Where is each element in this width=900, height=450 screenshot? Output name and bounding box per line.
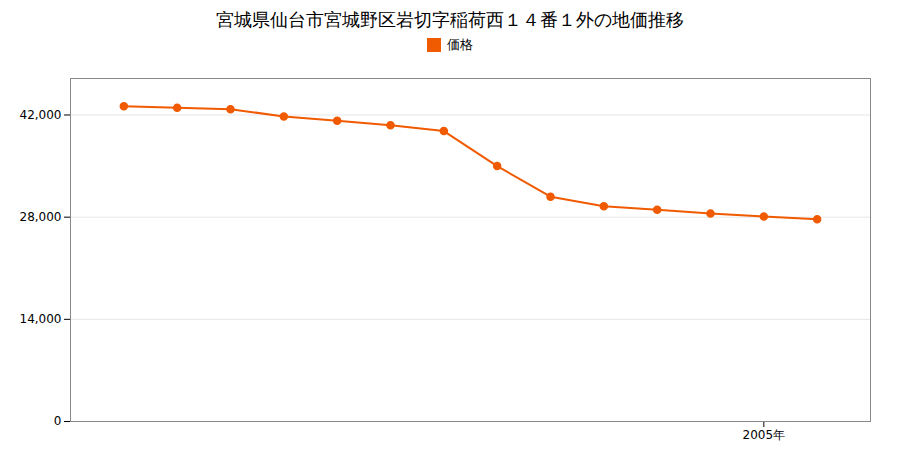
svg-text:14,000: 14,000 <box>20 312 62 326</box>
html-text:宮城県仙台市宮城野区岩切字稲荷西１４番１外の地価推移: 宮城県仙台市宮城野区岩切字稲荷西１４番１外の地価推移 <box>216 9 684 30</box>
svg-text:42,000: 42,000 <box>20 108 62 122</box>
svg-text:28,000: 28,000 <box>20 210 62 224</box>
svg-text:0: 0 <box>54 414 62 428</box>
svg-text:2005年: 2005年 <box>743 428 786 442</box>
html-text:価格: 価格 <box>447 37 473 52</box>
